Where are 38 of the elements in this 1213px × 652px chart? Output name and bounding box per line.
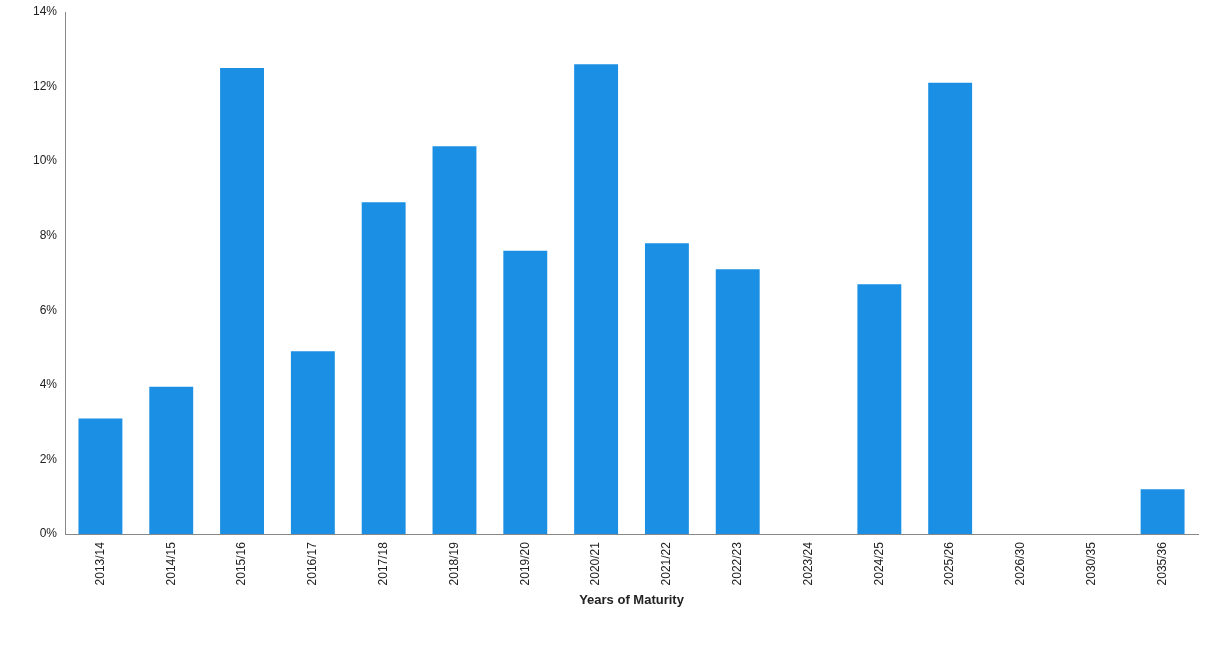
- x-tick-label: 2035/36: [1154, 541, 1169, 586]
- x-tick-label: 2016/17: [305, 541, 320, 586]
- y-tick-label: 8%: [39, 228, 58, 243]
- y-tick-label: 14%: [32, 4, 58, 19]
- x-tick-label: 2013/14: [92, 541, 107, 586]
- bar: [928, 82, 973, 535]
- y-tick-label: 10%: [32, 153, 58, 168]
- y-tick-label: 6%: [39, 302, 58, 317]
- y-tick-label: 2%: [39, 451, 58, 466]
- x-tick-label: 2015/16: [234, 541, 249, 586]
- x-tick-label: 2022/23: [730, 541, 745, 586]
- x-tick-label: 2018/19: [446, 541, 461, 586]
- x-tick-label: 2021/22: [659, 541, 674, 586]
- bar: [503, 250, 548, 535]
- x-tick-label: 2017/18: [375, 541, 390, 586]
- bar: [290, 351, 335, 535]
- bar: [432, 146, 477, 535]
- y-tick-label: 4%: [39, 377, 58, 392]
- bar: [857, 284, 902, 535]
- x-tick-label: 2020/21: [588, 541, 603, 586]
- x-tick-label: 2023/24: [800, 541, 815, 586]
- bar: [78, 418, 123, 535]
- bar: [574, 64, 619, 535]
- x-tick-label: 2025/26: [942, 541, 957, 586]
- x-tick-label: 2019/20: [517, 541, 532, 586]
- x-tick-label: 2026/30: [1013, 541, 1028, 586]
- x-tick-label: 2030/35: [1084, 541, 1099, 586]
- y-tick-label: 0%: [39, 526, 58, 541]
- bar: [220, 67, 264, 535]
- bar: [149, 386, 194, 535]
- bar: [715, 269, 760, 535]
- bar: [1140, 489, 1185, 535]
- x-tick-label: 2014/15: [163, 541, 178, 586]
- y-tick-label: 12%: [32, 78, 58, 93]
- bar: [644, 243, 689, 535]
- x-axis-title: Years of Maturity: [579, 591, 685, 607]
- bar: [361, 202, 406, 535]
- x-tick-label: 2024/25: [871, 541, 886, 586]
